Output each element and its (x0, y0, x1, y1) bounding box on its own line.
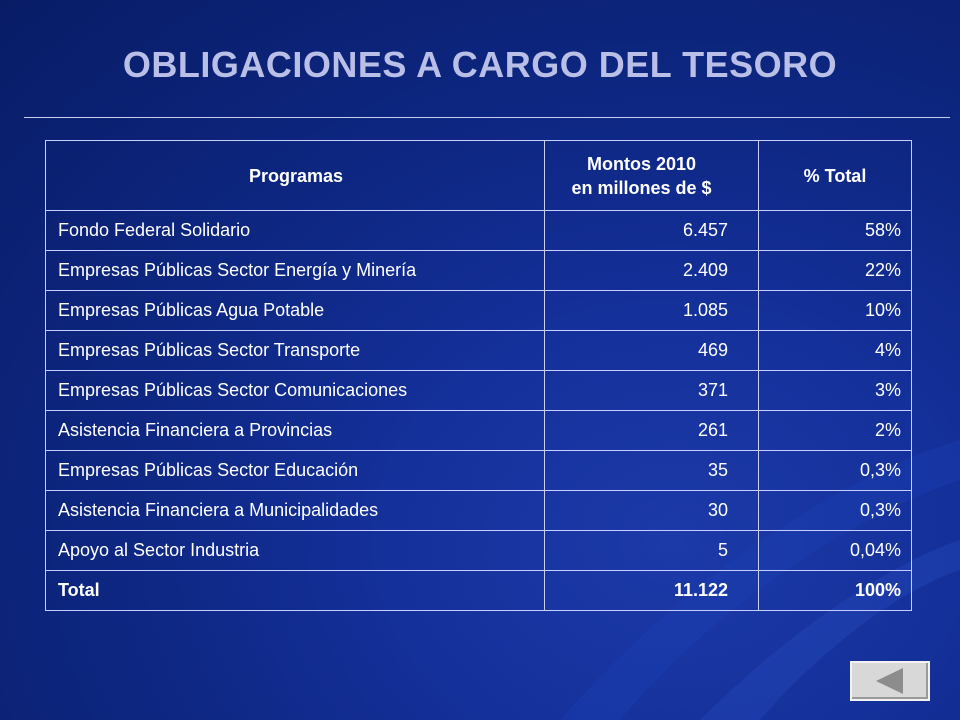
cell-monto: 371 (544, 370, 759, 411)
cell-percent: 2% (758, 410, 912, 451)
table-header-row: Programas Montos 2010 en millones de $ %… (45, 140, 912, 211)
cell-percent: 3% (758, 370, 912, 411)
cell-total-monto: 11.122 (544, 570, 759, 611)
cell-total-percent: 100% (758, 570, 912, 611)
table-row: Asistencia Financiera a Municipalidades … (45, 490, 912, 531)
cell-programa: Asistencia Financiera a Provincias (45, 410, 545, 451)
cell-percent: 0,3% (758, 450, 912, 491)
cell-monto: 2.409 (544, 250, 759, 291)
table-total-row: Total 11.122 100% (45, 570, 912, 611)
cell-programa: Asistencia Financiera a Municipalidades (45, 490, 545, 531)
cell-programa: Empresas Públicas Agua Potable (45, 290, 545, 331)
table-row: Apoyo al Sector Industria 5 0,04% (45, 530, 912, 571)
table-row: Empresas Públicas Sector Energía y Miner… (45, 250, 912, 291)
header-montos-line2: en millones de $ (571, 177, 712, 198)
cell-programa: Fondo Federal Solidario (45, 210, 545, 251)
cell-monto: 261 (544, 410, 759, 451)
table-row: Empresas Públicas Sector Comunicaciones … (45, 370, 912, 411)
cell-percent: 10% (758, 290, 912, 331)
title-divider (24, 117, 950, 118)
table-row: Asistencia Financiera a Provincias 261 2… (45, 410, 912, 451)
slide-title: OBLIGACIONES A CARGO DEL TESORO (122, 44, 838, 85)
cell-percent: 0,04% (758, 530, 912, 571)
triangle-left-icon (876, 668, 903, 694)
cell-total-label: Total (45, 570, 545, 611)
cell-percent: 4% (758, 330, 912, 371)
header-montos: Montos 2010 en millones de $ (544, 140, 759, 211)
cell-percent: 58% (758, 210, 912, 251)
cell-programa: Empresas Públicas Sector Comunicaciones (45, 370, 545, 411)
cell-programa: Empresas Públicas Sector Transporte (45, 330, 545, 371)
cell-monto: 6.457 (544, 210, 759, 251)
table-row: Empresas Públicas Sector Transporte 469 … (45, 330, 912, 371)
table-body: Fondo Federal Solidario 6.457 58% Empres… (45, 210, 912, 611)
table-row: Fondo Federal Solidario 6.457 58% (45, 210, 912, 251)
obligations-table: Programas Montos 2010 en millones de $ %… (45, 140, 912, 611)
header-programas: Programas (45, 140, 545, 211)
cell-monto: 30 (544, 490, 759, 531)
table-row: Empresas Públicas Agua Potable 1.085 10% (45, 290, 912, 331)
header-percent: % Total (758, 140, 912, 211)
cell-monto: 35 (544, 450, 759, 491)
table-row: Empresas Públicas Sector Educación 35 0,… (45, 450, 912, 491)
cell-monto: 5 (544, 530, 759, 571)
cell-monto: 469 (544, 330, 759, 371)
cell-programa: Apoyo al Sector Industria (45, 530, 545, 571)
cell-programa: Empresas Públicas Sector Educación (45, 450, 545, 491)
back-button[interactable] (850, 661, 930, 701)
cell-monto: 1.085 (544, 290, 759, 331)
header-montos-line1: Montos 2010 (586, 153, 697, 174)
cell-percent: 0,3% (758, 490, 912, 531)
cell-programa: Empresas Públicas Sector Energía y Miner… (45, 250, 545, 291)
cell-percent: 22% (758, 250, 912, 291)
